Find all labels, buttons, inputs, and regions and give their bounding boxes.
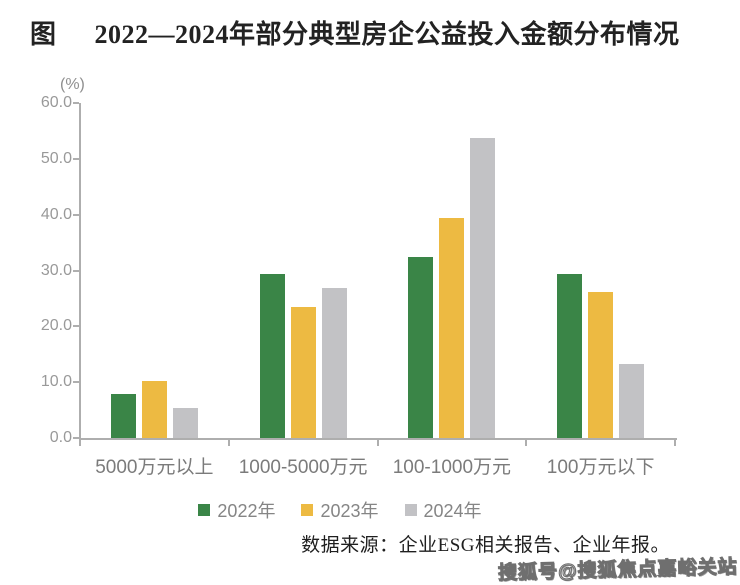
bar-2023年-1000-5000万元 [290, 306, 316, 438]
y-tick-label: 60.0 [40, 94, 72, 111]
bar-2024年-100万元以下 [619, 363, 645, 438]
page-title: 2022—2024年部分典型房企公益投入金额分布情况 [94, 20, 680, 49]
y-axis-unit-label: (%) [60, 76, 85, 93]
legend-label: 2022年 [217, 501, 276, 521]
legend-label: 2023年 [320, 501, 379, 521]
legend-label: 2024年 [423, 501, 482, 521]
bar-2022年-100万元以下 [557, 273, 583, 438]
x-category-label: 100万元以下 [546, 457, 655, 478]
bar-2023年-100-1000万元 [439, 218, 465, 438]
y-tick-label: 0.0 [49, 429, 72, 446]
bar-2024年-1000-5000万元 [321, 287, 347, 438]
legend-item-2024年: 2024年 [404, 497, 482, 523]
y-tick-label: 30.0 [40, 261, 72, 279]
y-axis-tick [73, 437, 79, 439]
y-axis-tick [73, 381, 79, 384]
y-tick-label: 40.0 [40, 205, 72, 223]
x-category-label: 100-1000万元 [392, 457, 512, 478]
y-tick-label: 10.0 [40, 373, 72, 391]
legend: 2022年 2023年 2024年 [0, 497, 680, 523]
bar-2024年-100-1000万元 [470, 137, 496, 438]
watermark: 搜狐号@搜狐焦点嘉峪关站 [498, 556, 739, 585]
y-axis-tick [73, 325, 79, 328]
legend-item-2023年: 2023年 [301, 497, 379, 523]
y-axis-tick [73, 157, 79, 160]
x-category-label: 5000万元以上 [95, 457, 214, 478]
bar-2023年-100万元以下 [588, 291, 614, 438]
figure-title-row: 图 2022—2024年部分典型房企公益投入金额分布情况 [30, 14, 680, 51]
x-axis-tick [674, 438, 676, 446]
x-category-label: 1000-5000万元 [238, 457, 368, 478]
y-tick-label: 50.0 [40, 149, 72, 167]
y-axis-tick [73, 269, 79, 272]
bar-2022年-5000万元以上 [110, 393, 136, 438]
x-axis-tick [525, 438, 528, 446]
bar-2022年-1000-5000万元 [259, 273, 285, 438]
legend-swatch-icon [404, 504, 417, 516]
y-tick-label: 20.0 [40, 317, 72, 335]
bar-2023年-5000万元以上 [141, 381, 167, 438]
figure-label: 图 [30, 20, 57, 49]
legend-swatch-icon [198, 504, 211, 516]
x-axis-tick [79, 438, 81, 446]
x-axis-tick [376, 438, 379, 446]
data-source: 数据来源：企业ESG相关报告、企业年报。 [301, 535, 670, 556]
legend-item-2022年: 2022年 [198, 497, 275, 523]
x-axis-tick [227, 438, 230, 446]
bar-2024年-5000万元以上 [172, 407, 198, 438]
legend-swatch-icon [301, 504, 314, 516]
y-axis-tick [73, 102, 79, 104]
bar-2022年-100-1000万元 [408, 257, 434, 438]
y-axis-tick [73, 213, 79, 216]
y-axis-line [79, 103, 81, 440]
